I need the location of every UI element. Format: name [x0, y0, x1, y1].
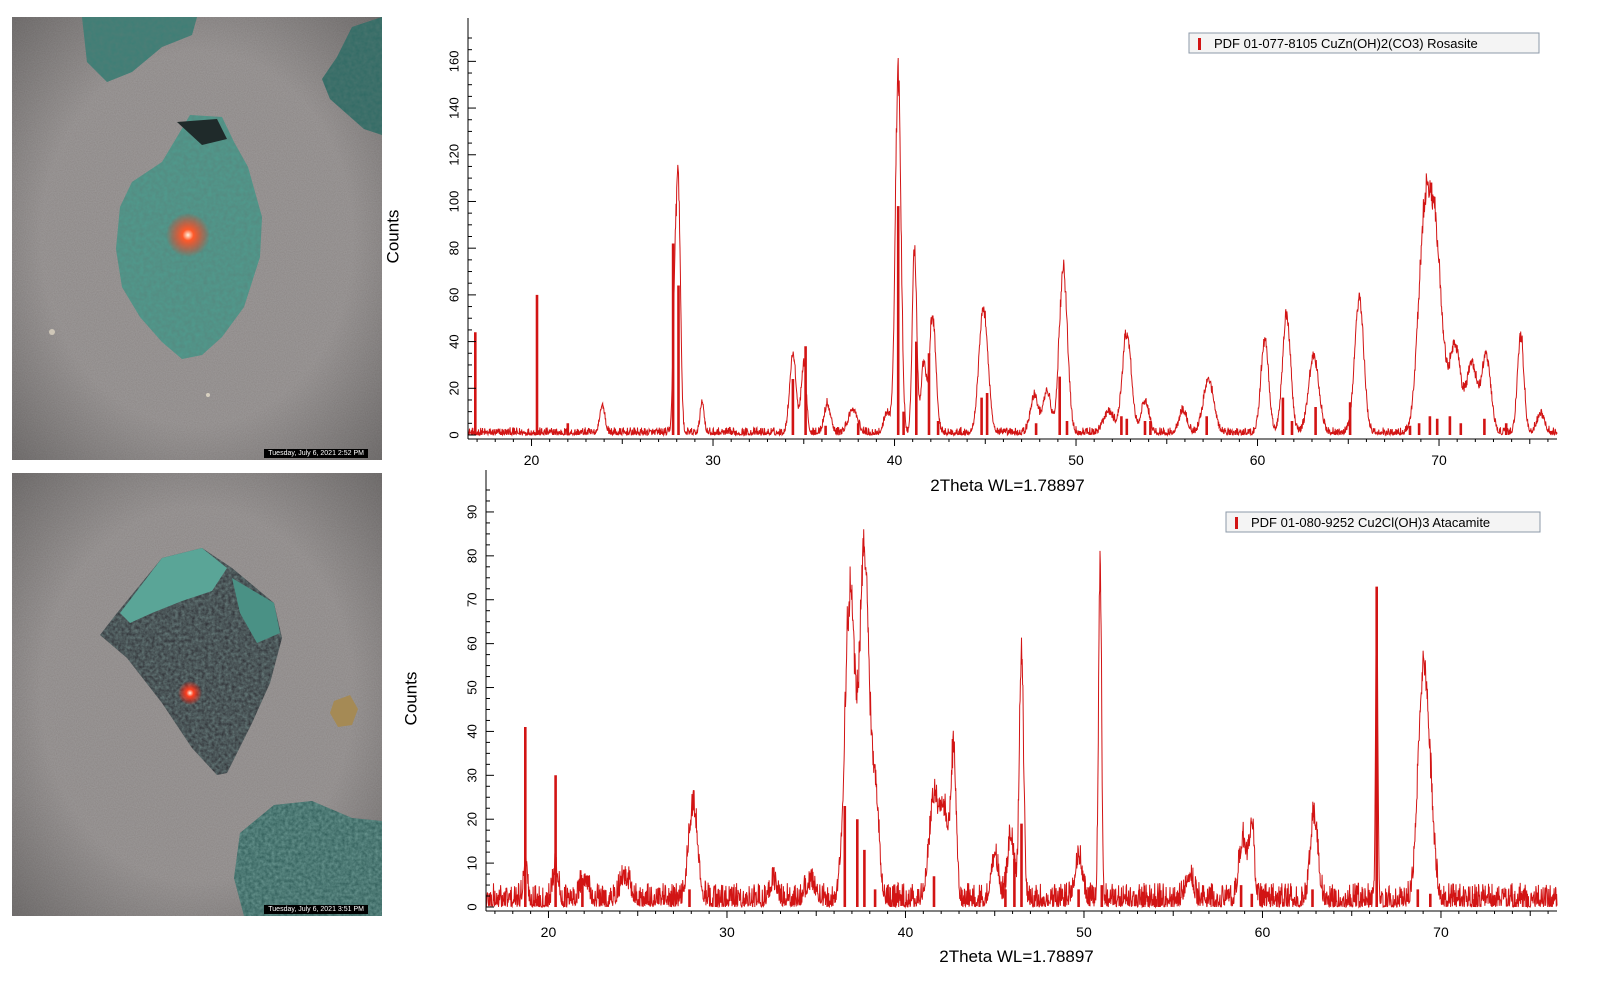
legend: PDF 01-080-9252 Cu2Cl(OH)3 Atacamite — [1225, 511, 1541, 533]
y-ticks: 0 10 20 30 40 50 60 70 80 90 — [464, 489, 494, 911]
debris-grain — [206, 393, 210, 397]
x-tick-label: 70 — [1433, 924, 1449, 940]
y-tick-label: 10 — [464, 856, 479, 870]
y-tick-label: 90 — [464, 505, 479, 519]
y-tick-label: 140 — [446, 97, 461, 119]
y-tick-label: 80 — [446, 241, 461, 255]
sample-photo-atacamite: Tuesday, July 6, 2021 3:51 PM — [12, 473, 382, 916]
sample-photo-rosasite: Tuesday, July 6, 2021 2:52 PM — [12, 17, 382, 460]
xrd-chart-rosasite: 20 30 40 50 60 70 0 20 40 60 80 100 120 140 160 2Thet… — [383, 18, 1558, 495]
photo-timestamp: Tuesday, July 6, 2021 2:52 PM — [264, 449, 368, 458]
x-tick-label: 40 — [887, 452, 903, 468]
y-axis-label: Counts — [401, 672, 420, 726]
y-tick-label: 160 — [446, 51, 461, 73]
legend-swatch — [1235, 517, 1238, 529]
laser-spot — [178, 681, 202, 705]
legend-box — [1188, 32, 1540, 54]
green-crust — [232, 578, 280, 643]
photo-timestamp: Tuesday, July 6, 2021 3:51 PM — [264, 905, 368, 914]
y-tick-label: 20 — [446, 381, 461, 395]
x-tick-label: 20 — [541, 924, 557, 940]
y-axis-label: Counts — [383, 210, 402, 264]
y-tick-label: 40 — [446, 334, 461, 348]
diffraction-pattern-line — [467, 57, 1558, 437]
legend-box — [1225, 511, 1541, 533]
diffraction-pattern-line — [485, 529, 1558, 909]
y-tick-label: 120 — [446, 144, 461, 166]
green-crust — [120, 548, 227, 623]
x-tick-label: 40 — [898, 924, 914, 940]
y-tick-label: 30 — [464, 768, 479, 782]
x-tick-label: 30 — [719, 924, 735, 940]
x-axis-label: 2Theta WL=1.78897 — [939, 947, 1094, 966]
y-ticks: 0 20 40 60 80 100 120 140 160 — [446, 37, 476, 439]
y-tick-label: 70 — [464, 593, 479, 607]
x-tick-label: 60 — [1255, 924, 1271, 940]
y-tick-label: 60 — [446, 288, 461, 302]
mineral-fragment-texture — [234, 801, 382, 916]
x-tick-label: 30 — [705, 452, 721, 468]
x-ticks: 20 30 40 50 60 70 — [476, 439, 1549, 468]
x-tick-label: 60 — [1250, 452, 1266, 468]
xrd-chart-atacamite: 20 30 40 50 60 70 0 10 20 30 40 50 60 70 80 90 2Theta … — [401, 470, 1558, 966]
y-tick-label: 0 — [464, 903, 479, 910]
mineral-fragment-texture — [82, 17, 197, 82]
debris-grain — [49, 329, 55, 335]
dark-crust — [177, 119, 227, 145]
legend: PDF 01-077-8105 CuZn(OH)2(CO3) Rosasite — [1188, 32, 1540, 54]
x-axis-label: 2Theta WL=1.78897 — [930, 476, 1085, 495]
x-tick-label: 20 — [524, 452, 540, 468]
legend-label: PDF 01-077-8105 CuZn(OH)2(CO3) Rosasite — [1214, 36, 1478, 51]
x-tick-label: 50 — [1076, 924, 1092, 940]
y-tick-label: 60 — [464, 636, 479, 650]
y-tick-label: 100 — [446, 191, 461, 213]
mineral-fragment-texture — [322, 17, 382, 135]
x-tick-label: 50 — [1068, 452, 1084, 468]
y-tick-label: 80 — [464, 549, 479, 563]
laser-spot — [166, 213, 210, 257]
y-tick-label: 50 — [464, 680, 479, 694]
legend-swatch — [1198, 38, 1201, 50]
x-tick-label: 70 — [1431, 452, 1447, 468]
debris-grain — [330, 695, 358, 727]
x-ticks: 20 30 40 50 60 70 — [494, 911, 1549, 940]
y-tick-label: 0 — [446, 431, 461, 438]
legend-label: PDF 01-080-9252 Cu2Cl(OH)3 Atacamite — [1251, 515, 1490, 530]
y-tick-label: 40 — [464, 724, 479, 738]
y-tick-label: 20 — [464, 812, 479, 826]
